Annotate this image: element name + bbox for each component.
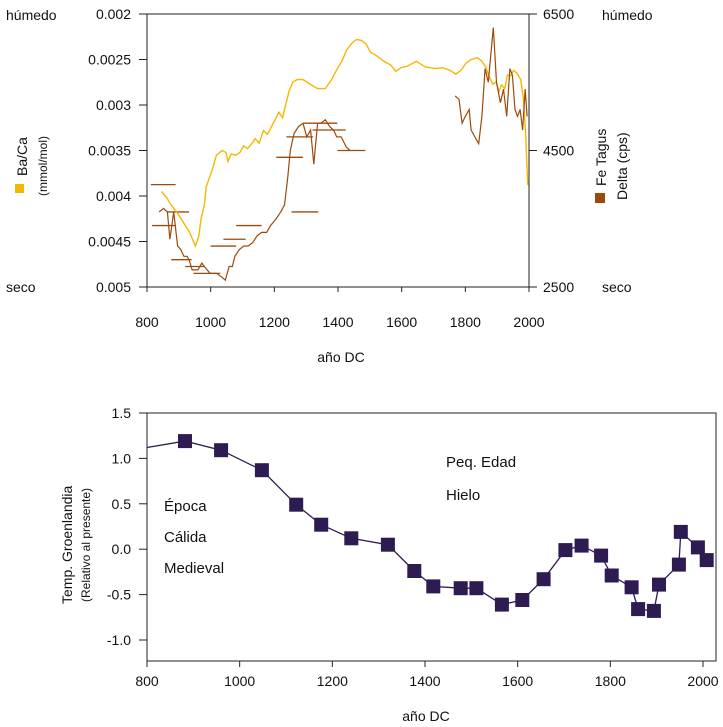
greenland-temp-marker — [453, 581, 468, 596]
top-left-tick-labels: 0.002 0.0025 0.003 0.0035 0.004 0.0045 0.005 — [88, 6, 131, 295]
bottom-y-tick-label: 1.0 — [112, 450, 132, 466]
greenland-temp-marker — [380, 537, 395, 552]
top-left-axis-title: Ba/Ca — [14, 137, 30, 176]
bottom-x-tick-label: 2000 — [687, 673, 718, 689]
bottom-x-tick-label: 1000 — [224, 673, 255, 689]
top-series — [150, 27, 529, 282]
top-left-axis-unit: (mmol/mol) — [36, 136, 50, 196]
top-left-tick-label: 0.005 — [96, 279, 131, 295]
lia-annotation-line1: Peq. Edad — [446, 454, 516, 471]
top-x-tick-label: 2000 — [513, 314, 544, 330]
top-left-wet-label: húmedo — [6, 7, 57, 23]
top-right-tick-labels: 6500 4500 2500 — [543, 6, 574, 295]
top-x-tick-label: 1400 — [322, 314, 353, 330]
top-left-tick-label: 0.003 — [96, 97, 131, 113]
bottom-y-axis-subtitle: (Relativo al presente) — [79, 488, 93, 602]
top-right-axis-title-main: Fe Tagus — [593, 129, 609, 186]
top-left-tick-label: 0.0045 — [88, 234, 131, 250]
bottom-y-tick-label: -1.0 — [107, 632, 131, 648]
mwp-annotation-line3: Medieval — [164, 560, 224, 577]
bottom-axis-ticks — [139, 412, 704, 667]
top-x-tick-label: 1600 — [386, 314, 417, 330]
greenland-temp-marker — [494, 597, 509, 612]
bottom-x-tick-labels: 800 1000 1200 1400 1600 1800 2000 — [135, 673, 718, 689]
bottom-y-tick-label: -0.5 — [107, 587, 131, 603]
bottom-y-tick-labels: 1.5 1.0 0.5 0.0 -0.5 -1.0 — [107, 405, 131, 648]
greenland-temp-marker — [624, 580, 639, 595]
greenland-temp-marker — [254, 463, 269, 478]
top-x-tick-label: 1800 — [450, 314, 481, 330]
greenland-temp-marker — [314, 517, 329, 532]
greenland-temp-marker — [699, 553, 714, 568]
top-x-tick-labels: 800 1000 1200 1400 1600 1800 2000 — [135, 314, 544, 330]
fe-tagus-legend-swatch — [595, 193, 605, 203]
top-right-dry-label: seco — [602, 279, 632, 295]
bottom-y-axis-subtitle-text: (Relativo al presente) — [79, 488, 93, 602]
greenland-temp-marker — [604, 568, 619, 583]
top-right-tick-label: 2500 — [543, 279, 574, 295]
greenland-temp-marker — [214, 443, 229, 458]
top-left-tick-label: 0.002 — [96, 6, 131, 22]
greenland-temp-marker — [426, 579, 441, 594]
top-left-tick-label: 0.004 — [96, 188, 131, 204]
top-left-axis-title-main: Ba/Ca — [14, 137, 30, 176]
greenland-temp-marker — [652, 577, 666, 592]
bottom-x-tick-label: 1600 — [502, 673, 533, 689]
bottom-y-axis-title: Temp. Groenlandia — [59, 485, 75, 604]
top-x-tick-label: 1000 — [195, 314, 226, 330]
top-right-axis-title: Fe Tagus — [593, 129, 609, 186]
bottom-x-tick-label: 1400 — [409, 673, 440, 689]
greenland-temp-marker — [178, 434, 192, 449]
bottom-x-axis-title: año DC — [402, 708, 449, 724]
ba-ca-legend-swatch — [15, 184, 24, 193]
bottom-y-tick-label: 0.5 — [112, 496, 132, 512]
greenland-temp-marker — [631, 602, 646, 617]
fe-tagus-series-line — [454, 27, 528, 146]
top-left-tick-label: 0.0025 — [88, 52, 131, 68]
greenland-temp-marker — [673, 524, 688, 539]
top-left-axis-unit-text: (mmol/mol) — [36, 136, 50, 196]
bottom-chart: 1.5 1.0 0.5 0.0 -0.5 -1.0 800 1000 1200 1400 1600… — [59, 405, 719, 724]
bottom-y-axis-title-main: Temp. Groenlandia — [59, 485, 75, 604]
greenland-temp-marker — [289, 497, 304, 512]
top-right-tick-label: 6500 — [543, 6, 574, 22]
top-axis-ticks — [139, 13, 537, 292]
greenland-temp-marker — [536, 572, 551, 587]
bottom-x-tick-label: 800 — [135, 673, 159, 689]
greenland-temp-marker — [594, 548, 609, 563]
top-x-tick-label: 1200 — [259, 314, 290, 330]
fe-tagus-series-line — [158, 118, 351, 282]
mwp-annotation-line1: Época — [164, 498, 207, 515]
mwp-annotation-line2: Cálida — [164, 529, 207, 546]
greenland-temp-marker — [574, 538, 589, 553]
bottom-y-tick-label: 1.5 — [112, 405, 132, 421]
bottom-series — [146, 434, 714, 618]
greenland-temp-marker — [671, 557, 686, 572]
top-left-dry-label: seco — [6, 279, 36, 295]
greenland-temp-marker — [407, 564, 422, 578]
greenland-temp-marker — [646, 603, 661, 618]
lia-annotation-line2: Hielo — [446, 487, 480, 504]
greenland-temp-marker — [515, 593, 530, 607]
top-chart: 0.002 0.0025 0.003 0.0035 0.004 0.0045 0.005 6… — [6, 6, 653, 365]
top-right-axis-unit: Delta (cps) — [614, 132, 630, 200]
top-left-tick-label: 0.0035 — [88, 143, 131, 159]
bottom-y-tick-label: 0.0 — [112, 541, 132, 557]
top-right-wet-label: húmedo — [602, 7, 653, 23]
greenland-temp-marker — [344, 531, 359, 546]
greenland-temp-marker — [558, 543, 573, 558]
top-x-axis-title: año DC — [317, 349, 364, 365]
top-x-tick-label: 800 — [135, 314, 159, 330]
greenland-temp-marker — [690, 540, 705, 555]
bottom-plot-frame — [146, 412, 717, 662]
top-right-tick-label: 4500 — [543, 143, 574, 159]
bottom-x-tick-label: 1200 — [317, 673, 348, 689]
top-right-axis-unit-text: Delta (cps) — [614, 132, 630, 200]
bottom-x-tick-label: 1800 — [595, 673, 626, 689]
greenland-temp-marker — [469, 581, 484, 596]
ba-ca-series-line — [161, 38, 529, 249]
